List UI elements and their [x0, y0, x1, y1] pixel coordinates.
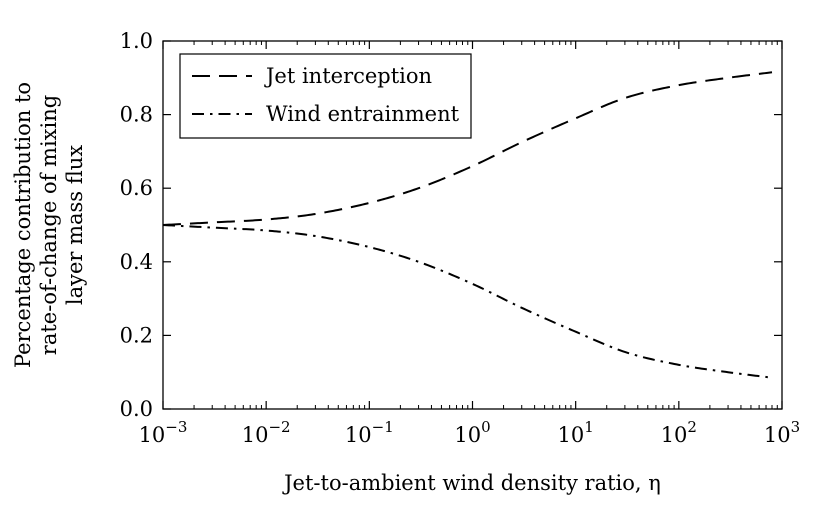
y-tick-label: 0.6: [120, 176, 153, 200]
y-tick-label: 0.8: [120, 103, 153, 127]
y-tick-label: 0.4: [120, 250, 153, 274]
series-line-1: [162, 71, 773, 226]
x-tick-label: 100: [454, 418, 490, 447]
axis-ticks: [162, 40, 783, 410]
series-layer: [162, 71, 773, 379]
y-label-line: Percentage contribution to: [11, 82, 35, 368]
y-label-line: layer mass flux: [63, 145, 87, 305]
legend: Jet interception Wind entrainment: [179, 53, 472, 139]
y-axis-label: Percentage contribution torate-of-change…: [11, 82, 87, 368]
x-tick-label: 101: [558, 418, 594, 447]
series-line-2: [162, 224, 773, 379]
y-label-line: rate-of-change of mixing: [37, 95, 61, 355]
y-tick-label: 0.0: [120, 397, 153, 421]
tick-labels: 10−3 10−2 10−1 100 101 102 103 0.0 0.2 0.4 0.6 0.8 1…: [120, 29, 801, 447]
plot-frame: [162, 40, 783, 410]
x-tick-label: 10−1: [345, 418, 394, 447]
legend-label-1: Jet interception: [264, 64, 432, 88]
legend-label-2: Wind entrainment: [266, 102, 460, 126]
x-tick-label: 10−2: [242, 418, 291, 447]
y-tick-label: 1.0: [120, 29, 153, 53]
x-tick-label: 10−3: [139, 418, 188, 447]
x-tick-label: 102: [661, 418, 697, 447]
x-axis-label: Jet-to-ambient wind density ratio, η: [282, 471, 661, 495]
legend-box: [179, 53, 472, 139]
y-tick-label: 0.2: [120, 323, 153, 347]
x-tick-label: 103: [764, 418, 800, 447]
